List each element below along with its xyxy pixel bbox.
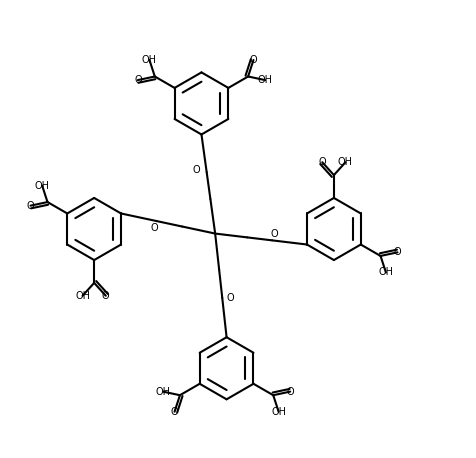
- Text: OH: OH: [378, 267, 393, 278]
- Text: O: O: [287, 387, 294, 397]
- Text: OH: OH: [35, 180, 50, 191]
- Text: OH: OH: [75, 291, 90, 301]
- Text: O: O: [227, 293, 234, 303]
- Text: O: O: [102, 291, 109, 301]
- Text: OH: OH: [156, 387, 170, 397]
- Text: O: O: [27, 201, 34, 211]
- Text: OH: OH: [142, 55, 157, 65]
- Text: O: O: [318, 157, 326, 167]
- Text: OH: OH: [258, 75, 273, 85]
- Text: O: O: [151, 223, 159, 233]
- Text: OH: OH: [271, 407, 286, 417]
- Text: O: O: [270, 229, 278, 239]
- Text: OH: OH: [338, 157, 353, 167]
- Text: O: O: [394, 247, 401, 257]
- Text: O: O: [134, 75, 142, 85]
- Text: O: O: [193, 165, 200, 175]
- Text: O: O: [171, 407, 178, 417]
- Text: O: O: [250, 55, 258, 65]
